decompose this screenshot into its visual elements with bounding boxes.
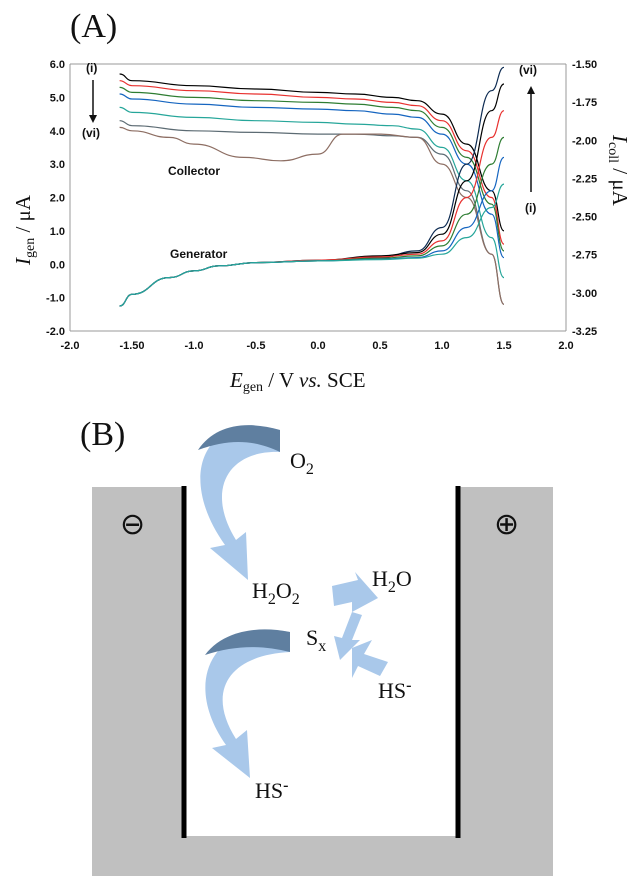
h2o-label: H2O	[372, 566, 412, 596]
x-axis-label: Egen / V vs. SCE	[229, 368, 366, 395]
x-tick-label: 1.0	[434, 340, 449, 352]
x-tick-label: 1.5	[496, 340, 511, 352]
hs-minus-label-right: HS-	[378, 677, 411, 703]
x-tick-label: 2.0	[558, 340, 573, 352]
panel-a-label: (A)	[70, 8, 118, 45]
arrow-sx-to-hs-right-icon	[352, 640, 388, 678]
left-y-tick-label: 5.0	[50, 92, 65, 104]
x-tick-label: 0.0	[310, 340, 325, 352]
arrow-sx-to-hs-icon	[205, 629, 290, 778]
generator-label: Generator	[170, 247, 228, 261]
curves-group	[119, 66, 505, 307]
series-line	[119, 106, 505, 279]
right-y-axis-label: Icoll / μA	[605, 134, 632, 207]
left-series-start-label: (i)	[86, 61, 97, 75]
series-line	[119, 73, 505, 232]
x-tick-label: -1.0	[185, 340, 204, 352]
left-y-tick-label: -1.0	[46, 293, 65, 305]
arrow-o2-to-h2o2-icon	[198, 425, 280, 580]
h2o2-label: H2O2	[252, 578, 300, 608]
arrow-h2o2-to-h2o-icon	[332, 572, 378, 612]
right-y-tick-label: -3.25	[572, 326, 597, 338]
right-series-end-label: (vi)	[519, 63, 537, 77]
o2-label: O2	[290, 448, 314, 478]
right-order-arrowhead	[527, 86, 535, 94]
cyclic-voltammogram-chart: -2.0 -1.50 -1.0 -0.5 0.0 0.5 1.0 1.5 2.0 6.0 5.0 4…	[11, 59, 632, 395]
x-tick-label: -0.5	[247, 340, 266, 352]
x-tick-label: -1.50	[119, 340, 144, 352]
right-series-start-label: (i)	[525, 201, 536, 215]
series-line	[119, 93, 505, 259]
series-line	[119, 126, 505, 305]
collector-label: Collector	[168, 164, 220, 178]
right-y-tick-label: -2.50	[572, 212, 597, 224]
sx-label: Sx	[306, 625, 326, 655]
hs-minus-label-left: HS-	[255, 777, 288, 803]
arrow-h2o2-to-sx-icon	[334, 612, 362, 660]
plus-sign-icon: ⊕	[494, 507, 519, 542]
cathode-block	[92, 487, 182, 876]
left-y-tick-labels: 6.0 5.0 4.0 3.0 2.0 1.0 0.0 -1.0 -2.0	[46, 59, 65, 338]
right-y-tick-label: -2.75	[572, 250, 597, 262]
electrochemical-cell-schematic: ⊖ ⊕ O2 H2O2 H2O Sx HS- HS-	[92, 425, 553, 876]
plot-frame	[69, 63, 567, 332]
x-tick-label: 0.5	[372, 340, 387, 352]
left-y-tick-label: -2.0	[46, 326, 65, 338]
left-y-tick-label: 3.0	[50, 159, 65, 171]
series-line	[119, 83, 505, 307]
cell-bottom	[182, 836, 460, 876]
series-line	[119, 136, 505, 307]
minus-sign-icon: ⊖	[120, 507, 145, 542]
left-y-tick-label: 1.0	[50, 226, 65, 238]
series-line	[119, 80, 505, 245]
left-y-tick-label: 6.0	[50, 59, 65, 71]
anode-block	[460, 487, 553, 876]
right-y-tick-label: -3.00	[572, 288, 597, 300]
right-y-tick-label: -1.75	[572, 97, 597, 109]
right-y-tick-labels: -1.50 -1.75 -2.00 -2.25 -2.50 -2.75 -3.00 -3.25	[572, 59, 597, 338]
right-y-tick-label: -2.00	[572, 135, 597, 147]
left-series-end-label: (vi)	[82, 126, 100, 140]
panel-b-label: (B)	[80, 416, 126, 453]
left-order-arrowhead	[89, 115, 97, 123]
left-y-axis-label: Igen / μA	[11, 194, 38, 266]
left-y-tick-label: 4.0	[50, 126, 65, 138]
left-y-tick-label: 2.0	[50, 193, 65, 205]
right-y-tick-label: -2.25	[572, 173, 597, 185]
x-tick-labels: -2.0 -1.50 -1.0 -0.5 0.0 0.5 1.0 1.5 2.0	[61, 340, 574, 352]
x-tick-label: -2.0	[61, 340, 80, 352]
series-line	[119, 120, 505, 305]
right-y-tick-label: -1.50	[572, 59, 597, 71]
series-line	[119, 183, 505, 307]
left-y-tick-label: 0.0	[50, 259, 65, 271]
